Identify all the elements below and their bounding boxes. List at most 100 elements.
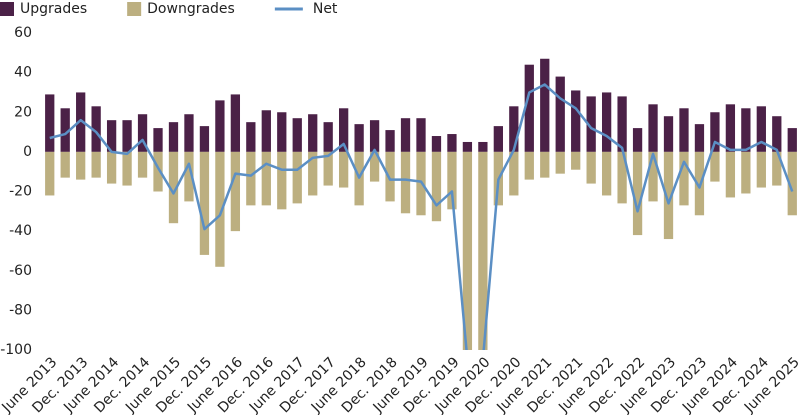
bar [246,122,256,152]
bar [277,151,287,210]
bar [184,151,194,202]
bar [153,128,163,152]
bar [540,58,550,152]
bar [741,151,751,194]
bar [493,126,503,152]
bar [308,114,318,152]
bar [230,151,241,232]
bar [385,151,395,202]
bar [323,122,333,152]
bar [648,104,658,152]
bar [45,94,55,152]
bar [230,94,241,152]
bar [60,151,70,178]
y-tick-label: 20 [14,104,32,120]
y-tick-label: 60 [14,25,32,41]
bar [323,151,333,186]
bar [91,151,101,178]
bar [648,151,658,202]
bar [509,151,519,196]
bar [663,151,674,240]
bar [478,141,488,152]
bar [292,118,302,152]
y-tick-label: -80 [9,302,32,318]
bar [756,151,766,188]
bar [106,151,117,184]
y-tick-label: -20 [9,184,32,200]
bar [571,90,581,152]
bar [555,151,565,174]
bar [447,134,457,152]
bar [571,151,581,170]
legend-swatch [0,2,14,16]
legend-label: Downgrades [147,1,235,17]
bar [199,126,210,152]
bar [339,151,349,188]
bar [478,151,488,350]
bar [137,114,148,152]
net-line [49,83,794,350]
bar [261,110,271,152]
bar [694,151,705,216]
y-tick-label: 0 [23,144,32,160]
bar [215,151,225,267]
bar [168,151,179,224]
y-tick-label: -40 [9,223,32,239]
bar [663,116,674,152]
bar [710,151,720,182]
bar [679,108,689,152]
bar [617,151,627,204]
bar [215,100,225,152]
bar [710,112,720,152]
y-tick-label: -100 [0,342,32,358]
bar [540,151,550,178]
bar [385,130,395,152]
bar [725,151,736,198]
bar [369,151,380,182]
y-tick-label: 40 [14,65,32,81]
bar [400,118,411,152]
bar [617,96,627,152]
bar [787,151,797,216]
bar [462,151,473,350]
bar [431,136,442,152]
bar [462,141,473,152]
bar [122,120,132,152]
bar [509,106,519,152]
bar [632,151,643,236]
bar [756,106,766,152]
bar [199,151,210,255]
bar [787,128,797,152]
bar [168,122,179,152]
bar [431,151,442,222]
bar [601,92,612,152]
bar [60,108,70,152]
bar [184,114,194,152]
bar [524,151,534,180]
bar [339,108,349,152]
bar [45,151,55,196]
legend-label: Net [313,1,338,17]
bar [772,116,782,152]
bar [416,118,426,152]
bar [725,104,736,152]
bar [76,92,86,152]
bar [76,151,86,180]
bar [137,151,148,178]
bar [261,151,271,206]
bar [246,151,256,206]
bar [153,151,163,192]
bar [292,151,302,204]
bar [586,96,596,152]
bar [555,76,565,152]
bar [447,151,457,210]
bar [586,151,596,184]
bar [106,120,117,152]
bar [741,108,751,152]
bar [308,151,318,196]
bar [679,151,689,206]
bar [354,124,364,152]
bar [524,64,534,152]
plot-area [45,58,797,350]
